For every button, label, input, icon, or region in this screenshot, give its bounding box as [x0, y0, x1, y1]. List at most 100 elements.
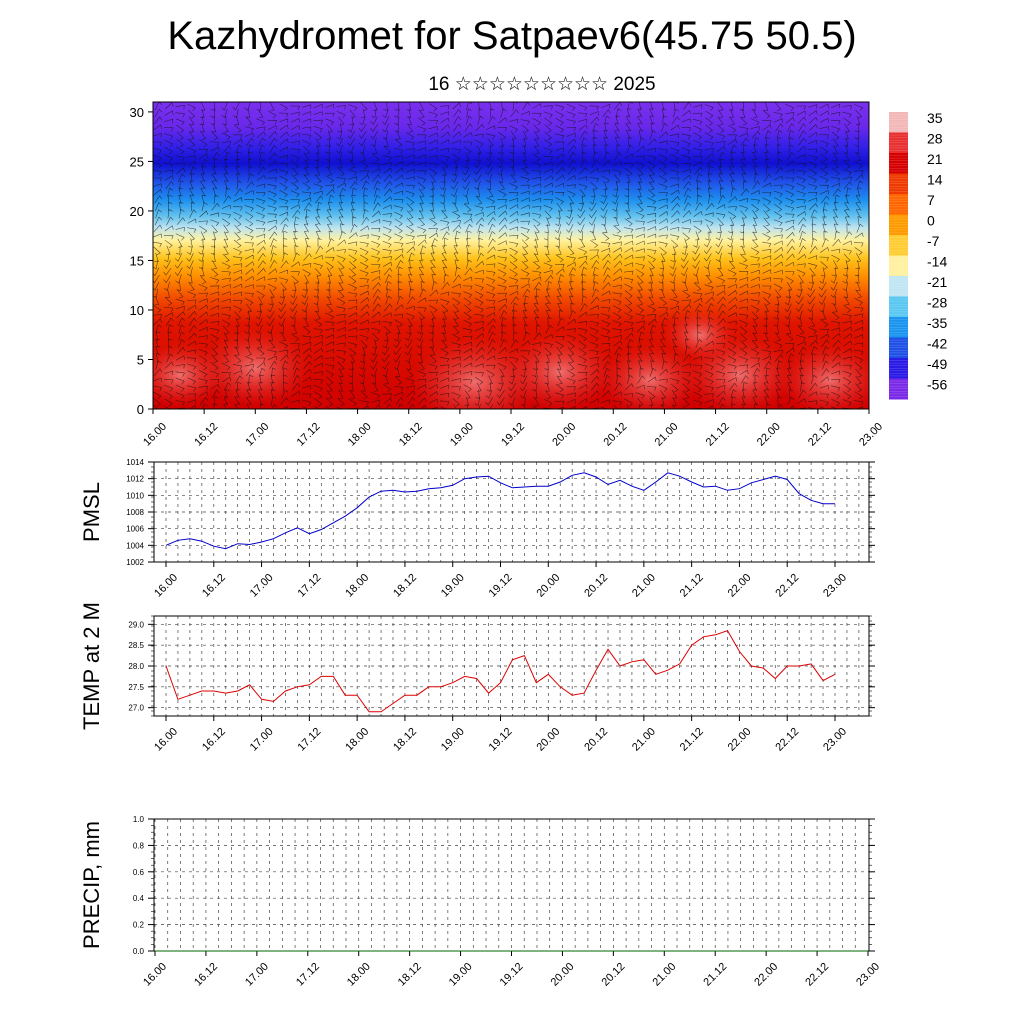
x-tick-label: 21.00 — [630, 726, 658, 754]
y-tick-label: 15 — [130, 253, 144, 268]
x-tick-label: 19.12 — [498, 961, 526, 989]
y-tick-label: 10 — [130, 303, 144, 318]
x-tick-label: 21.00 — [653, 421, 681, 449]
x-tick-label: 23.00 — [821, 726, 849, 754]
x-tick-label: 23.00 — [821, 572, 849, 600]
x-tick-label: 21.00 — [630, 572, 658, 600]
y-tick-label: 0.4 — [133, 894, 145, 903]
colorbar-label: -21 — [927, 274, 947, 290]
chart-subtitle: 16 ☆☆☆☆☆☆☆☆☆ 2025 — [428, 74, 656, 95]
x-tick-label: 21.12 — [678, 726, 706, 754]
x-tick-label: 18.00 — [343, 572, 371, 600]
colorbar-swatch — [889, 317, 908, 338]
y-tick-label: 1014 — [126, 458, 144, 467]
y-tick-label: 0.8 — [133, 841, 145, 850]
x-tick-label: 16.12 — [192, 421, 220, 449]
y-tick-label: 0.6 — [133, 868, 145, 877]
x-tick-label: 22.00 — [726, 726, 754, 754]
x-tick-label: 18.12 — [396, 961, 424, 989]
x-tick-label: 17.12 — [294, 961, 322, 989]
x-tick-label: 23.00 — [857, 421, 885, 449]
colorbar-label: 14 — [927, 172, 943, 188]
x-tick-label: 19.00 — [439, 726, 467, 754]
y-tick-label: 1004 — [126, 541, 144, 550]
x-tick-label: 17.12 — [296, 572, 324, 600]
series-line — [165, 472, 835, 550]
x-tick-label: 19.12 — [487, 726, 515, 754]
colorbar-swatch — [889, 194, 908, 215]
y-tick-label: 0.0 — [133, 947, 145, 956]
colorbar-swatch — [889, 358, 908, 379]
colorbar-swatch — [889, 255, 908, 277]
y-tick-label: 27.5 — [128, 683, 144, 692]
x-tick-label: 22.00 — [752, 961, 780, 989]
colorbar-swatch — [889, 214, 908, 236]
x-tick-label: 20.12 — [582, 572, 610, 600]
x-tick-label: 21.12 — [701, 961, 729, 989]
y-tick-label: 5 — [137, 352, 144, 367]
colorbar-swatch — [889, 337, 908, 359]
y-tick-label: 0 — [137, 402, 144, 417]
x-tick-label: 20.12 — [582, 726, 610, 754]
wind-barb-field — [153, 102, 864, 409]
warm-cell — [600, 345, 700, 409]
colorbar-label: 35 — [927, 110, 943, 126]
x-tick-label: 17.00 — [243, 961, 271, 989]
warm-cell — [780, 345, 869, 409]
panel-frame — [153, 615, 870, 717]
chart-title: Kazhydromet for Satpaev6(45.75 50.5) — [167, 14, 857, 58]
warm-cell — [410, 336, 540, 409]
y-tick-label: 28.5 — [128, 641, 144, 650]
x-tick-label: 22.00 — [755, 421, 783, 449]
x-tick-label: 19.00 — [439, 572, 467, 600]
colorbar-swatch — [889, 173, 908, 195]
x-tick-label: 20.12 — [600, 961, 628, 989]
x-tick-label: 16.12 — [192, 961, 220, 989]
series-line — [165, 629, 836, 713]
y-tick-label: 1012 — [126, 475, 144, 484]
x-tick-label: 18.00 — [343, 726, 371, 754]
colorbar-swatch — [889, 112, 908, 133]
x-tick-label: 16.00 — [152, 726, 180, 754]
warm-cell — [665, 310, 735, 360]
y-tick-label: 20 — [130, 204, 144, 219]
x-tick-label: 20.00 — [550, 421, 578, 449]
colorbar-label: -56 — [927, 377, 947, 393]
x-tick-label: 17.12 — [295, 421, 323, 449]
y-tick-label: 25 — [130, 154, 144, 169]
x-tick-label: 22.00 — [726, 572, 754, 600]
colorbar-label: 21 — [927, 151, 943, 167]
x-tick-label: 19.12 — [487, 572, 515, 600]
x-tick-label: 20.00 — [534, 726, 562, 754]
warm-cell — [505, 333, 615, 409]
colorbar-swatch — [889, 132, 908, 154]
x-tick-label: 18.12 — [397, 421, 425, 449]
x-tick-label: 16.12 — [200, 726, 228, 754]
y-tick-label: 0.2 — [133, 921, 145, 930]
y-axis-title: PRECIP, mm — [79, 821, 104, 949]
colorbar-swatch — [889, 276, 908, 297]
y-axis-title: TEMP at 2 M — [79, 602, 104, 730]
x-tick-label: 16.12 — [200, 572, 228, 600]
y-tick-label: 30 — [130, 105, 144, 120]
x-tick-label: 20.00 — [534, 572, 562, 600]
x-tick-label: 16.00 — [141, 421, 169, 449]
panel-temp-at-2-m: 27.0 27.5 28.0 28.5 29.0 16.00 16.12 17.00 17.12… — [79, 602, 875, 754]
x-tick-label: 18.12 — [391, 572, 419, 600]
colorbar-swatch — [889, 378, 908, 400]
colorbar-swatch — [889, 235, 908, 256]
panel-pmsl: 1002 1004 1006 1008 1010 1012 1014 16.00 16.12 17… — [79, 458, 875, 600]
y-tick-label: 1.0 — [133, 815, 145, 824]
x-tick-label: 17.00 — [248, 572, 276, 600]
x-tick-label: 21.00 — [650, 961, 678, 989]
y-tick-label: 1006 — [126, 525, 144, 534]
colorbar-label: 28 — [927, 131, 943, 147]
y-axis-title: PMSL — [79, 482, 104, 542]
colorbar-label: -49 — [927, 356, 947, 372]
y-tick-label: 27.0 — [128, 704, 144, 713]
x-tick-label: 21.12 — [678, 572, 706, 600]
colorbar-swatch — [889, 296, 908, 318]
colorbar-label: -28 — [927, 295, 947, 311]
x-tick-label: 20.00 — [549, 961, 577, 989]
